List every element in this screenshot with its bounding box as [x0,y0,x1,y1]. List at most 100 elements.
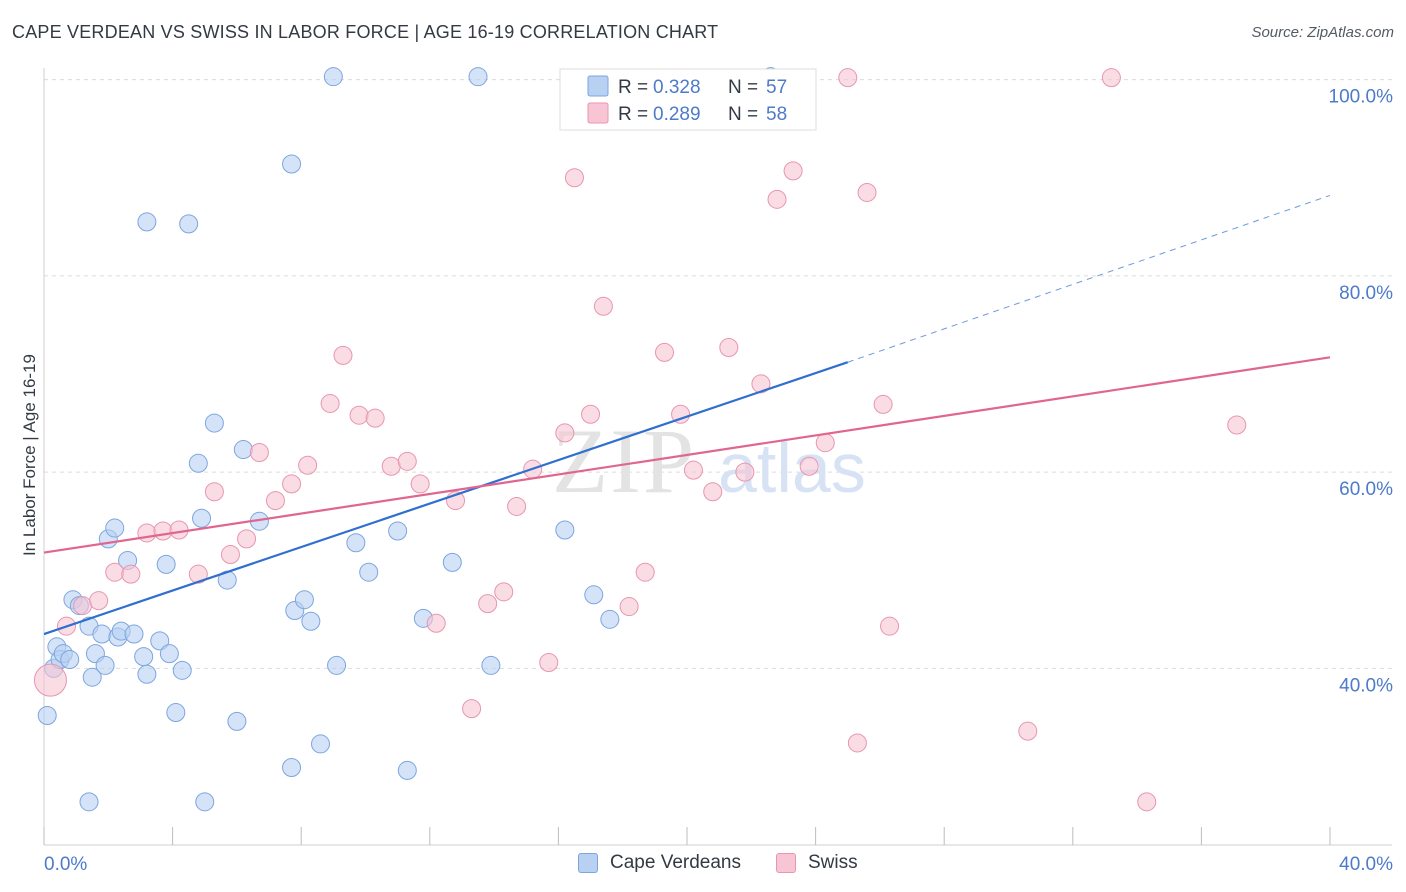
swiss-point [153,521,173,541]
swiss-point [857,182,877,202]
swiss-point [880,616,900,636]
cape-verdeans-point [156,554,176,574]
swiss-point [1137,792,1157,812]
swiss-point [783,161,803,181]
swiss-point [635,562,655,582]
cape-verdeans-point [584,585,604,605]
legend-stats: R = 0.328 N = 57 R = 0.289 N = 58 [559,68,817,131]
trend-line-cape-verdeans-extension [847,194,1331,363]
cape-verdeans-point [204,413,224,433]
legend-r-value-cape-verdeans: 0.328 [653,77,701,98]
legend-r-label-cape-verdeans: R = [618,77,648,98]
swiss-point [838,68,858,88]
trend-line-cape-verdeans [43,361,849,636]
swiss-point [105,562,125,582]
legend-swatch-cape-verdeans [587,75,609,97]
cape-verdeans-point [301,611,321,631]
cape-verdeans-point [37,705,57,725]
swiss-point [249,443,269,462]
cape-verdeans-point [323,67,343,87]
watermark: ZIP atlas [552,410,866,512]
cape-verdeans-point [137,212,157,232]
y-tick-label: 40.0% [1339,675,1393,696]
cape-verdeans-point [179,214,199,234]
cape-verdeans-point [233,440,253,460]
swiss-point [121,564,141,584]
swiss-point [237,529,257,549]
cape-verdeans-point [327,655,347,675]
legend-n-value-swiss: 58 [766,104,787,125]
swiss-point [33,663,67,697]
swiss-point [593,296,613,316]
chart-title: CAPE VERDEAN VS SWISS IN LABOR FORCE | A… [12,22,719,42]
cape-verdeans-point [60,650,80,670]
cape-verdeans-point [79,792,99,812]
cape-verdeans-point [188,453,208,473]
swiss-point [873,394,893,414]
cape-verdeans-point [346,533,366,553]
swiss-point [137,523,157,543]
cape-verdeans-point [95,655,115,675]
swiss-point [719,338,739,358]
swiss-point [298,455,318,475]
cape-verdeans-point [388,521,408,541]
swiss-point [564,168,584,188]
cape-verdeans-point [105,518,125,538]
legend-item-swiss: Swiss [776,852,858,874]
swiss-point [683,460,703,480]
watermark-zip: ZIP [552,410,696,512]
swiss-point [320,393,340,413]
cape-verdeans-point [359,562,379,582]
swiss-point [539,652,559,672]
cape-verdeans-point [600,609,620,629]
swiss-point [478,594,498,614]
x-tick-label: 40.0% [1339,854,1393,875]
legend-r-value-swiss: 0.289 [653,104,701,125]
swiss-point [89,591,109,611]
trend-lines [43,194,1331,636]
swiss-point [73,596,93,616]
cape-verdeans-point [137,664,157,684]
cape-verdeans-point [92,624,112,644]
cape-verdeans-point [294,590,314,610]
swiss-point [426,613,446,633]
swiss-point [188,564,208,584]
legend-n-value-cape-verdeans: 57 [766,77,787,98]
swiss-point [265,491,285,511]
swiss-point [654,342,674,362]
swiss-point [703,482,723,502]
legend-swatch-blue [578,853,598,873]
swiss-point [751,374,771,394]
cape-verdeans-point [150,631,170,651]
cape-verdeans-point [192,508,212,528]
swiss-point [410,474,430,494]
swiss-point [767,189,787,209]
cape-verdeans-point [195,792,215,812]
cape-verdeans-point [397,760,417,780]
swiss-point [815,433,835,453]
swiss-point [381,456,401,476]
cape-verdeans-point [442,552,462,572]
legend-item-cape-verdeans: Cape Verdeans [578,852,741,874]
cape-verdeans-point [134,647,154,667]
swiss-point [397,451,417,471]
trend-line-swiss [43,356,1331,554]
cape-verdeans-point [172,660,192,680]
swiss-point [204,482,224,502]
swiss-point [507,496,527,516]
cape-verdeans-point [166,703,186,723]
swiss-point [365,408,385,428]
swiss-point [735,462,755,482]
cape-verdeans-point [82,667,102,687]
legend-label-swiss: Swiss [808,852,858,873]
swiss-point [1227,415,1247,435]
legend-n-label-cape-verdeans: N = [728,77,758,98]
legend-n-label-swiss: N = [728,104,758,125]
y-tick-labels: 40.0% 60.0% 80.0% 100.0% [1329,87,1394,697]
swiss-point [333,345,353,365]
grid-lines [44,79,1392,669]
swiss-point [282,474,302,494]
swiss-point [799,456,819,476]
cape-verdeans-point [124,624,144,644]
